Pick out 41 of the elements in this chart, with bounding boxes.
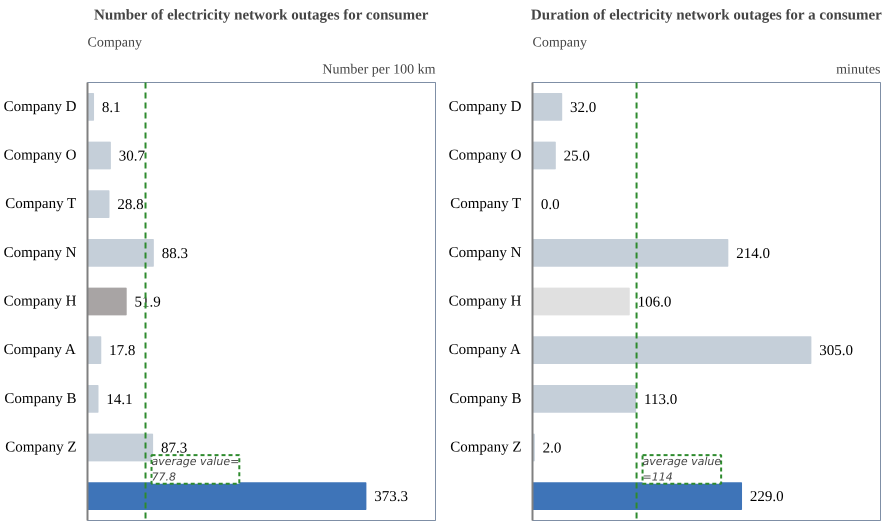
y-tick-label: Company T [5,196,76,212]
ref-line-label: average value =114 [642,455,722,484]
y-tick-label: Company Z [450,440,522,456]
y-tick-label: Company D [4,98,77,115]
chart-title: Number of electricity network outages for consumer [94,8,429,24]
y-tick-label: Company D [448,98,522,115]
y-tick-label: Company A [448,342,521,358]
y-tick-label: Company T [450,196,522,212]
y-axis-title: Company [532,36,587,50]
data-label: 373.3 [374,489,408,506]
data-label: 113.0 [644,392,678,408]
y-tick-label: Company H [448,294,522,310]
data-label: 32.0 [570,100,596,116]
data-label: 17.8 [109,343,136,360]
data-label: 214.0 [736,246,770,262]
data-label: 87.3 [160,440,188,456]
y-tick-label: Company O [448,148,522,164]
ref-line-label: average value= 77.8 [152,455,240,484]
y-tick-label: Company O [4,148,77,164]
data-label: 88.3 [162,246,188,262]
y-tick-label: Company N [4,244,77,261]
data-label: 0.0 [540,197,560,214]
data-label: 2.0 [542,440,562,456]
y-tick-label: Company A [4,342,76,358]
y-tick-label: Company H [4,294,77,310]
data-label: 30.7 [118,148,146,164]
data-label: 229.0 [750,489,784,506]
data-label: 106.0 [638,294,672,310]
x-axis-title: Number per 100 km [322,62,436,78]
y-tick-label: Company Z [5,440,77,456]
chart-title: Duration of electricity network outages for a consumer [530,8,882,24]
y-axis-title: Company [88,36,142,50]
data-label: 28.8 [117,197,144,214]
data-label: 8.1 [102,100,121,116]
data-label: 14.1 [106,392,133,408]
y-tick-label: Company B [4,390,77,407]
y-tick-label: Company N [448,244,522,261]
x-axis-title: minutes [836,62,881,78]
y-tick-label: Company B [449,390,522,407]
data-label: 25.0 [564,148,590,164]
data-label: 305.0 [819,343,853,360]
